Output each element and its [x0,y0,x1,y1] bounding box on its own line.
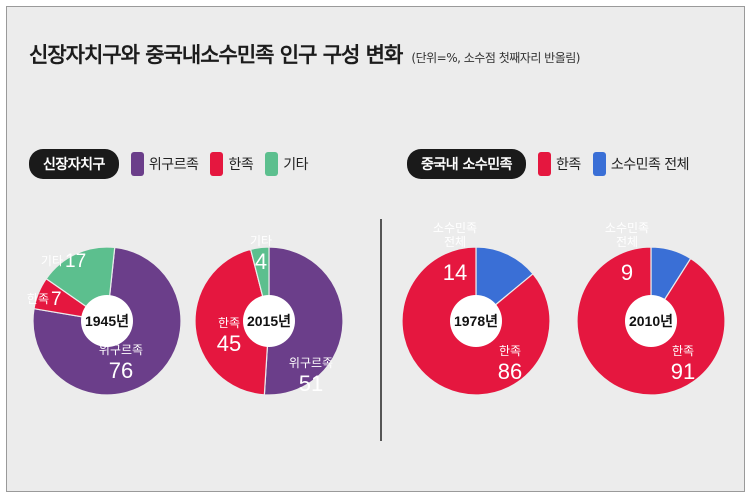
title-row: 신장자치구와 중국내소수민족 인구 구성 변화 (단위=%, 소수점 첫째자리 … [29,39,580,69]
legend-label-minorities: 소수민족 전체 [610,157,690,173]
legend-xinjiang: 신장자치구 위구르족 한족 기타 [29,149,308,179]
center-label-1: 1945년 [85,313,129,329]
slice-value-4-한족: 91 [671,359,695,384]
legend-item-han: 한족 [210,152,254,176]
slice-2-한족 [194,248,270,396]
slice-value-3-소수민족-전체: 14 [443,260,467,285]
legend-title-xinjiang: 신장자치구 [29,149,119,179]
slice-label-1-기타: 기타 [41,254,63,268]
slice-value-3-한족: 86 [498,359,522,384]
slice-label-3-한족: 한족 [499,344,521,358]
legend-item-other: 기타 [265,152,308,176]
slice-value-2-위구르족: 51 [299,371,323,396]
legend-swatch-han-china [538,152,552,176]
legend-title-china-minorities: 중국내 소수민족 [407,149,527,179]
divider [380,219,382,441]
legend-label-han-china: 한족 [556,157,581,173]
chart-frame: 신장자치구와 중국내소수민족 인구 구성 변화 (단위=%, 소수점 첫째자리 … [6,6,745,492]
slice-value-2-기타: 4 [255,249,267,274]
donut-hole-3 [450,295,502,347]
legend-item-han-china: 한족 [538,152,581,176]
legend-swatch-uyghur [130,152,144,176]
slice-value-4-소수민족-전체: 9 [621,260,633,285]
slice-label-3-소수민족-전체: 소수민족 전체 [433,221,477,249]
slice-label-2-한족: 한족 [218,316,240,330]
slice-2-위구르족 [263,246,344,396]
slice-label-1-위구르족: 위구르족 [99,343,143,357]
slice-value-1-한족: 7 [51,289,62,310]
slice-label-2-위구르족: 위구르족 [289,356,333,370]
center-label-2: 2015년 [247,313,291,329]
slice-3-한족 [401,246,551,396]
slice-value-2-한족: 45 [217,331,241,356]
slice-label-4-소수민족-전체: 소수민족 전체 [605,221,649,249]
slice-value-1-위구르족: 76 [109,358,133,383]
legend-swatch-other [265,152,279,176]
legend-label-other: 기타 [283,157,308,173]
slice-label-2-기타: 기타 [250,234,272,248]
slice-label-1-한족: 한족 [27,292,49,306]
center-label-4: 2010년 [629,313,673,329]
donut-hole-4 [625,295,677,347]
donut-hole-1 [81,295,133,347]
legend-swatch-minorities [592,152,606,176]
legend-item-uyghur: 위구르족 [130,152,199,176]
legend-china-minorities: 중국내 소수민족 한족 소수민족 전체 [407,149,690,179]
unit-note: (단위=%, 소수점 첫째자리 반올림) [411,51,580,65]
legend-label-uyghur: 위구르족 [148,157,199,173]
center-label-3: 1978년 [454,313,498,329]
legend-label-han: 한족 [228,157,254,173]
legend-swatch-han [210,152,224,176]
page-title: 신장자치구와 중국내소수민족 인구 구성 변화 [29,43,403,67]
donut-hole-2 [243,295,295,347]
legend-item-minorities: 소수민족 전체 [592,152,690,176]
slice-value-1-기타: 17 [65,251,86,272]
slice-label-4-한족: 한족 [672,344,694,358]
